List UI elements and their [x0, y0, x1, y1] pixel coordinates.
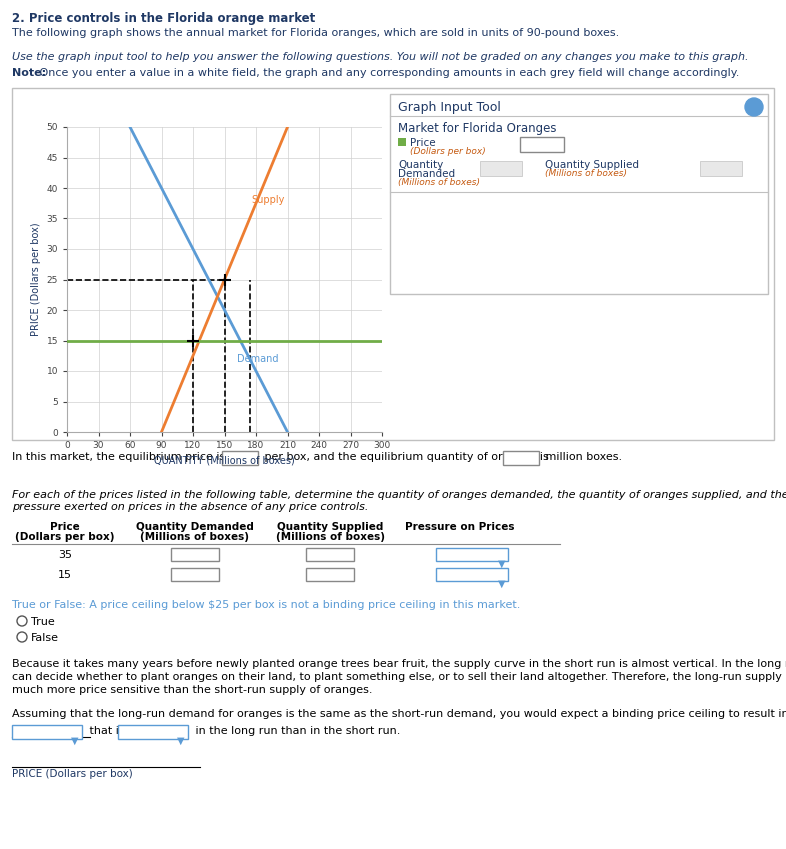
- Text: 2. Price controls in the Florida orange market: 2. Price controls in the Florida orange …: [12, 12, 315, 25]
- Text: Demand: Demand: [237, 354, 278, 364]
- Text: Market for Florida Oranges: Market for Florida Oranges: [398, 122, 556, 135]
- Text: Price: Price: [410, 138, 435, 148]
- Y-axis label: PRICE (Dollars per box): PRICE (Dollars per box): [31, 222, 41, 336]
- Text: 15: 15: [58, 570, 72, 580]
- Text: (Millions of boxes): (Millions of boxes): [545, 169, 627, 178]
- Text: Quantity: Quantity: [398, 160, 443, 170]
- Circle shape: [17, 616, 27, 626]
- Bar: [520, 137, 564, 152]
- Bar: [171, 568, 219, 581]
- Text: can decide whether to plant oranges on their land, to plant something else, or t: can decide whether to plant oranges on t…: [12, 672, 786, 682]
- Text: ▼: ▼: [498, 559, 505, 569]
- Text: Pressure on Prices: Pressure on Prices: [406, 522, 515, 532]
- Text: Because it takes many years before newly planted orange trees bear fruit, the su: Because it takes many years before newly…: [12, 659, 786, 669]
- Text: per box, and the equilibrium quantity of oranges is: per box, and the equilibrium quantity of…: [261, 452, 549, 462]
- Text: pressure exerted on prices in the absence of any price controls.: pressure exerted on prices in the absenc…: [12, 502, 369, 512]
- Text: Quantity Supplied: Quantity Supplied: [277, 522, 384, 532]
- Text: False: False: [31, 633, 59, 643]
- Bar: [436, 568, 508, 581]
- Text: in the long run than in the short run.: in the long run than in the short run.: [192, 726, 400, 736]
- Bar: [503, 451, 539, 465]
- X-axis label: QUANTITY (Millions of boxes): QUANTITY (Millions of boxes): [154, 456, 295, 465]
- Text: Quantity Demanded: Quantity Demanded: [136, 522, 254, 532]
- Text: Assuming that the long-run demand for oranges is the same as the short-run deman: Assuming that the long-run demand for or…: [12, 709, 786, 719]
- Text: (Dollars per box): (Dollars per box): [15, 532, 115, 542]
- Text: 35: 35: [58, 550, 72, 560]
- Bar: [480, 161, 522, 176]
- Bar: [118, 725, 188, 739]
- Text: ▼: ▼: [177, 736, 184, 746]
- Text: Demanded: Demanded: [398, 169, 455, 179]
- Text: PRICE (Dollars per box): PRICE (Dollars per box): [12, 769, 133, 779]
- Text: 126: 126: [718, 162, 738, 172]
- Bar: [306, 568, 354, 581]
- Bar: [436, 548, 508, 561]
- Circle shape: [745, 98, 763, 116]
- Text: ▼: ▼: [498, 579, 505, 589]
- Bar: [12, 725, 82, 739]
- Text: ▼: ▼: [71, 736, 78, 746]
- Text: Use the graph input tool to help you answer the following questions. You will no: Use the graph input tool to help you ans…: [12, 52, 748, 62]
- Bar: [390, 94, 768, 294]
- Bar: [700, 161, 742, 176]
- Text: that is: that is: [86, 726, 125, 736]
- Bar: [222, 451, 258, 465]
- Text: (Millions of boxes): (Millions of boxes): [276, 532, 384, 542]
- Bar: [171, 548, 219, 561]
- Text: For each of the prices listed in the following table, determine the quantity of : For each of the prices listed in the fol…: [12, 490, 786, 500]
- Text: The following graph shows the annual market for Florida oranges, which are sold : The following graph shows the annual mar…: [12, 28, 619, 38]
- Text: Supply: Supply: [252, 195, 285, 205]
- Text: million boxes.: million boxes.: [542, 452, 623, 462]
- Text: (Dollars per box): (Dollars per box): [410, 147, 486, 156]
- Bar: [306, 548, 354, 561]
- Text: much more price sensitive than the short-run supply of oranges.: much more price sensitive than the short…: [12, 685, 373, 695]
- Text: Price: Price: [50, 522, 80, 532]
- Text: Note:: Note:: [12, 68, 46, 78]
- Text: 174: 174: [498, 162, 518, 172]
- Text: Quantity Supplied: Quantity Supplied: [545, 160, 639, 170]
- Circle shape: [17, 632, 27, 642]
- Bar: [12, 88, 774, 440]
- Text: Graph Input Tool: Graph Input Tool: [398, 101, 501, 114]
- Bar: [398, 138, 406, 146]
- Text: In this market, the equilibrium price is $: In this market, the equilibrium price is…: [12, 452, 236, 462]
- Text: Once you enter a value in a white field, the graph and any corresponding amounts: Once you enter a value in a white field,…: [36, 68, 740, 78]
- Text: ?: ?: [751, 103, 757, 113]
- Text: True or False: A price ceiling below $25 per box is not a binding price ceiling : True or False: A price ceiling below $25…: [12, 600, 520, 610]
- Text: 15: 15: [547, 138, 560, 148]
- Text: True: True: [31, 617, 55, 627]
- Text: (Millions of boxes): (Millions of boxes): [141, 532, 249, 542]
- Text: (Millions of boxes): (Millions of boxes): [398, 178, 480, 187]
